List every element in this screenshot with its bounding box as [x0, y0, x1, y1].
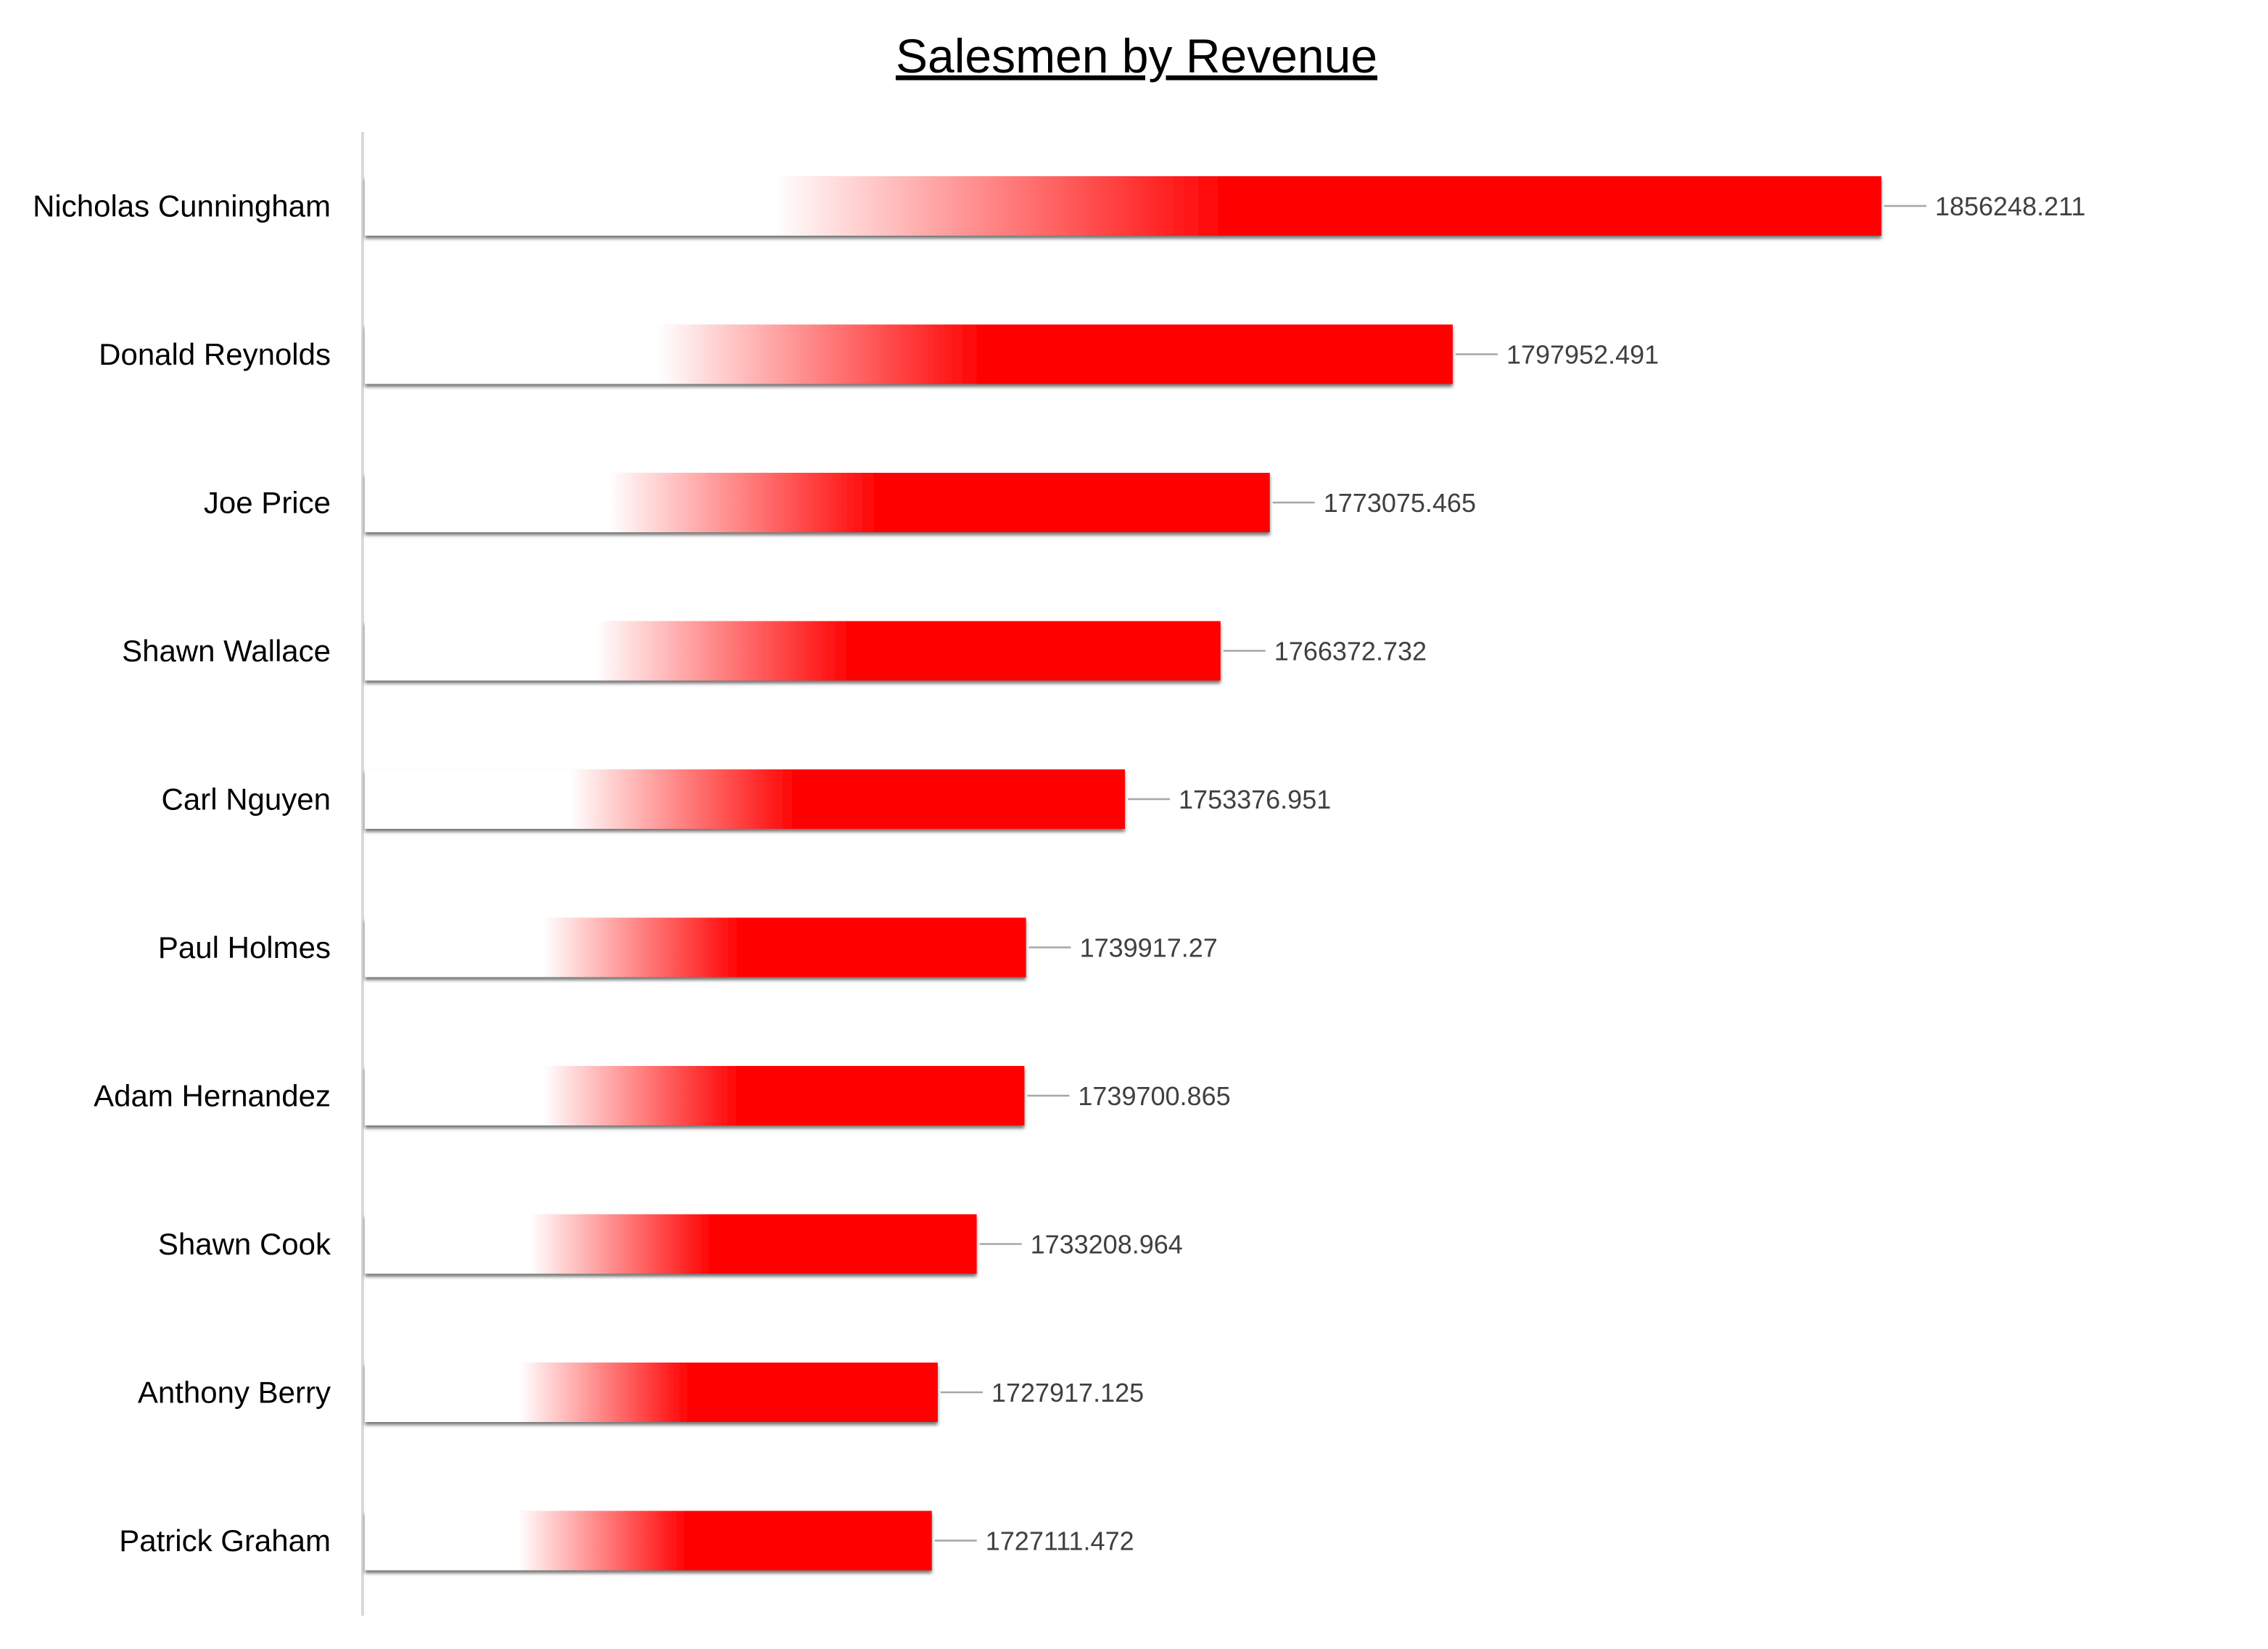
data-label: 1733208.964: [1031, 1229, 1183, 1259]
bar: [365, 1510, 932, 1571]
category-label: Carl Nguyen: [162, 782, 331, 817]
bar: [365, 324, 1453, 384]
bar: [365, 917, 1026, 978]
bar: [365, 1066, 1025, 1125]
category-label: Shawn Wallace: [122, 634, 331, 668]
category-label: Anthony Berry: [138, 1376, 331, 1410]
category-label: Donald Reynolds: [99, 337, 331, 371]
data-label: 1739700.865: [1078, 1081, 1230, 1111]
data-label: 1766372.732: [1274, 636, 1427, 666]
data-label: 1727111.472: [986, 1526, 1134, 1555]
data-label: 1727917.125: [991, 1378, 1144, 1408]
data-label: 1856248.211: [1935, 191, 2086, 221]
category-label: Joe Price: [204, 486, 331, 520]
bar: [365, 176, 1881, 236]
bar: [365, 1214, 977, 1274]
data-label: 1753376.951: [1179, 785, 1331, 814]
bar: [365, 621, 1221, 681]
category-label: Adam Hernandez: [94, 1079, 331, 1113]
bar: [365, 1363, 938, 1422]
category-label: Patrick Graham: [119, 1524, 331, 1558]
bars-layer: Nicholas Cunningham 1856248.211 Donald Rey…: [33, 176, 2086, 1571]
data-label: 1773075.465: [1324, 488, 1476, 518]
category-label: Nicholas Cunningham: [33, 189, 331, 223]
chart-title: Salesmen by Revenue: [896, 29, 1377, 83]
data-label: 1797952.491: [1506, 339, 1659, 369]
bar: [365, 769, 1126, 829]
category-label: Paul Holmes: [158, 930, 331, 964]
bar: [365, 473, 1270, 532]
data-label: 1739917.27: [1080, 933, 1218, 962]
category-label: Shawn Cook: [158, 1227, 331, 1261]
